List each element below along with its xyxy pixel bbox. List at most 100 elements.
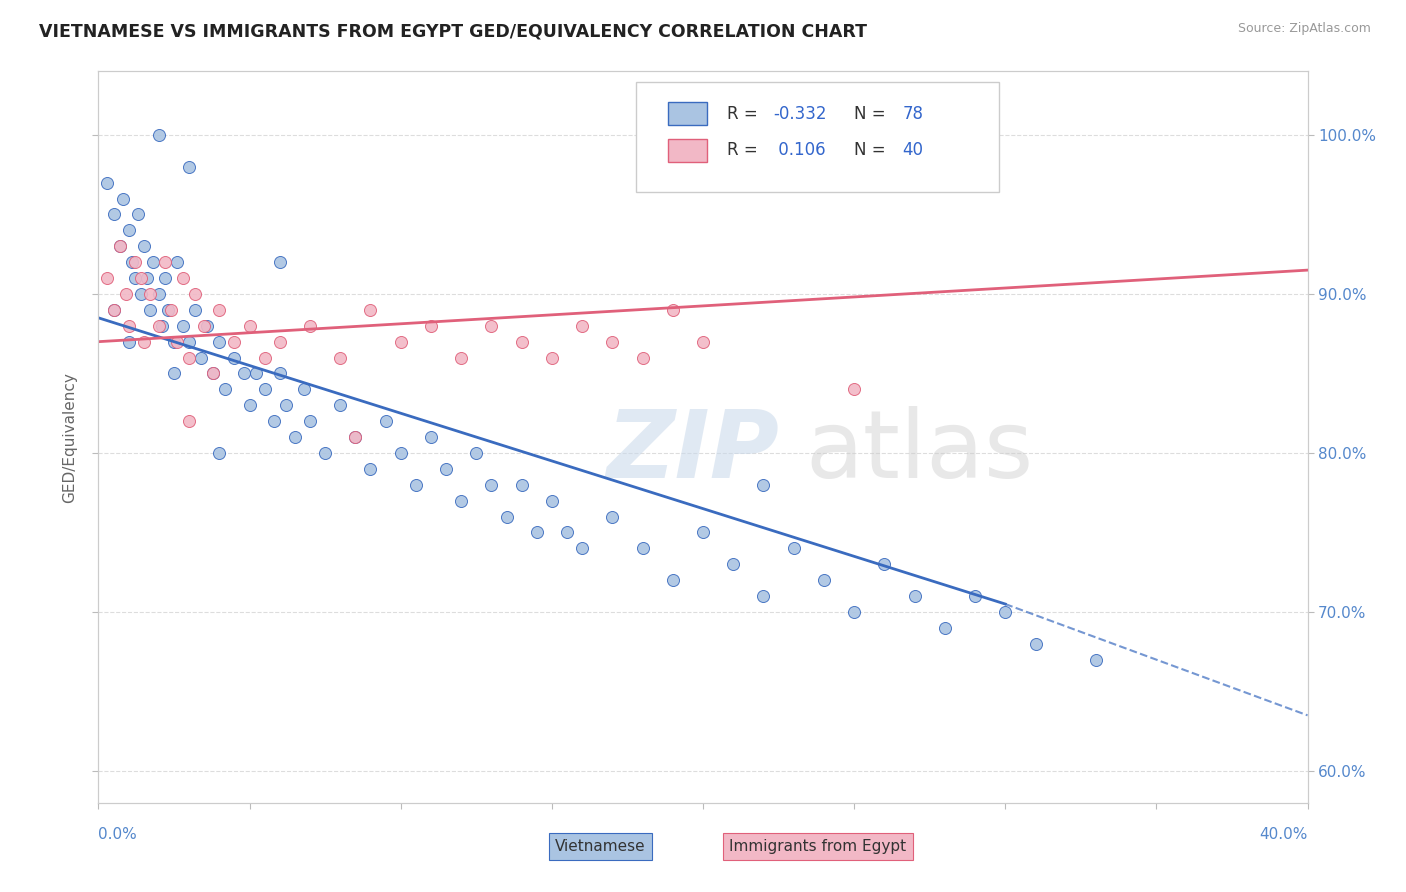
Point [263, 414, 285, 428]
Point [253, 383, 276, 397]
Point [96, 271, 118, 285]
Point [1085, 653, 1108, 667]
Point [723, 558, 745, 572]
Point [153, 271, 176, 285]
Point [602, 509, 624, 524]
Point [692, 334, 714, 349]
Text: 78: 78 [903, 104, 924, 123]
Point [495, 509, 517, 524]
Point [526, 525, 548, 540]
Point [208, 446, 231, 460]
Point [232, 367, 254, 381]
Point [208, 334, 231, 349]
Point [239, 318, 262, 333]
Point [510, 334, 533, 349]
Point [314, 446, 336, 460]
FancyBboxPatch shape [668, 102, 707, 126]
Point [389, 446, 412, 460]
Point [103, 207, 125, 221]
Point [389, 334, 412, 349]
Point [481, 477, 503, 491]
Point [450, 351, 472, 365]
Point [156, 302, 179, 317]
Text: R =: R = [727, 141, 763, 160]
Y-axis label: GED/Equivalency: GED/Equivalency [62, 372, 77, 502]
Point [108, 239, 131, 253]
Point [163, 334, 186, 349]
Point [124, 271, 146, 285]
Text: N =: N = [855, 104, 891, 123]
Point [269, 255, 291, 269]
Point [360, 302, 382, 317]
Point [121, 255, 143, 269]
Text: 40: 40 [903, 141, 924, 160]
Point [118, 334, 141, 349]
Text: 0.106: 0.106 [773, 141, 825, 160]
Point [129, 271, 152, 285]
Point [195, 318, 218, 333]
Point [160, 302, 183, 317]
Point [360, 462, 382, 476]
Point [269, 334, 291, 349]
Point [540, 351, 562, 365]
Point [179, 160, 201, 174]
Point [108, 239, 131, 253]
Point [344, 430, 367, 444]
Point [179, 351, 201, 365]
Point [873, 558, 896, 572]
Text: R =: R = [727, 104, 763, 123]
Point [540, 493, 562, 508]
Point [450, 493, 472, 508]
Point [184, 302, 207, 317]
Point [844, 383, 866, 397]
Point [166, 255, 188, 269]
Point [139, 287, 162, 301]
Point [118, 318, 141, 333]
Point [103, 302, 125, 317]
Text: 0.0%: 0.0% [98, 827, 138, 842]
Point [752, 477, 775, 491]
Point [661, 302, 683, 317]
Text: Source: ZipAtlas.com: Source: ZipAtlas.com [1237, 22, 1371, 36]
Point [139, 302, 162, 317]
Point [103, 302, 125, 317]
Text: Immigrants from Egypt: Immigrants from Egypt [730, 839, 907, 855]
Point [132, 239, 155, 253]
Text: atlas: atlas [806, 406, 1033, 498]
Point [118, 223, 141, 237]
Point [420, 318, 443, 333]
Point [153, 255, 176, 269]
Point [602, 334, 624, 349]
Point [193, 318, 215, 333]
Text: ZIP: ZIP [606, 406, 779, 498]
Point [127, 207, 149, 221]
Point [934, 621, 956, 635]
Point [571, 318, 593, 333]
Point [692, 525, 714, 540]
Point [481, 318, 503, 333]
Point [344, 430, 367, 444]
Point [965, 589, 987, 603]
Text: VIETNAMESE VS IMMIGRANTS FROM EGYPT GED/EQUIVALENCY CORRELATION CHART: VIETNAMESE VS IMMIGRANTS FROM EGYPT GED/… [39, 22, 868, 40]
Point [239, 398, 262, 412]
Point [163, 367, 186, 381]
Point [135, 271, 157, 285]
Point [150, 318, 173, 333]
Point [96, 176, 118, 190]
Point [292, 383, 315, 397]
Point [184, 287, 207, 301]
Point [269, 367, 291, 381]
Text: Vietnamese: Vietnamese [555, 839, 645, 855]
Point [420, 430, 443, 444]
Point [555, 525, 578, 540]
Point [172, 318, 194, 333]
Point [202, 367, 225, 381]
Point [374, 414, 396, 428]
Point [274, 398, 297, 412]
Text: N =: N = [855, 141, 891, 160]
Point [129, 287, 152, 301]
Point [179, 334, 201, 349]
Text: -0.332: -0.332 [773, 104, 827, 123]
FancyBboxPatch shape [637, 82, 1000, 192]
Point [329, 351, 352, 365]
